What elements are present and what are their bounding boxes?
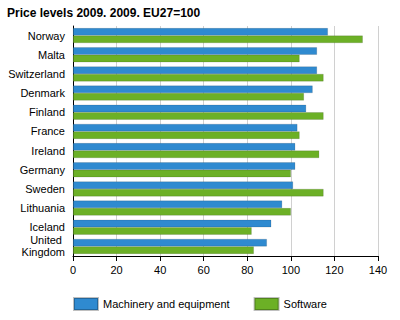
svg-text:120: 120 <box>325 264 343 276</box>
svg-text:Kingdom: Kingdom <box>22 246 65 258</box>
svg-text:40: 40 <box>154 264 166 276</box>
svg-text:France: France <box>31 125 65 137</box>
svg-text:Germany: Germany <box>20 164 66 176</box>
svg-text:Lithuania: Lithuania <box>20 202 66 214</box>
svg-text:Price levels 2009. 2009. EU27=: Price levels 2009. 2009. EU27=100 <box>7 6 200 20</box>
svg-text:United: United <box>30 234 65 246</box>
svg-text:Malta: Malta <box>38 49 66 61</box>
svg-text:0: 0 <box>70 264 76 276</box>
svg-text:Denmark: Denmark <box>20 87 65 99</box>
svg-text:Norway: Norway <box>28 30 66 42</box>
svg-text:Machinery and equipment: Machinery and equipment <box>103 298 230 310</box>
svg-text:Switzerland: Switzerland <box>8 68 65 80</box>
svg-text:20: 20 <box>110 264 122 276</box>
svg-text:60: 60 <box>198 264 210 276</box>
svg-text:Software: Software <box>284 298 327 310</box>
svg-text:100: 100 <box>282 264 300 276</box>
svg-text:Ireland: Ireland <box>31 145 65 157</box>
svg-text:Sweden: Sweden <box>25 183 65 195</box>
svg-text:Finland: Finland <box>29 106 65 118</box>
svg-text:Iceland: Iceland <box>30 221 65 233</box>
svg-text:80: 80 <box>241 264 253 276</box>
svg-text:140: 140 <box>369 264 387 276</box>
